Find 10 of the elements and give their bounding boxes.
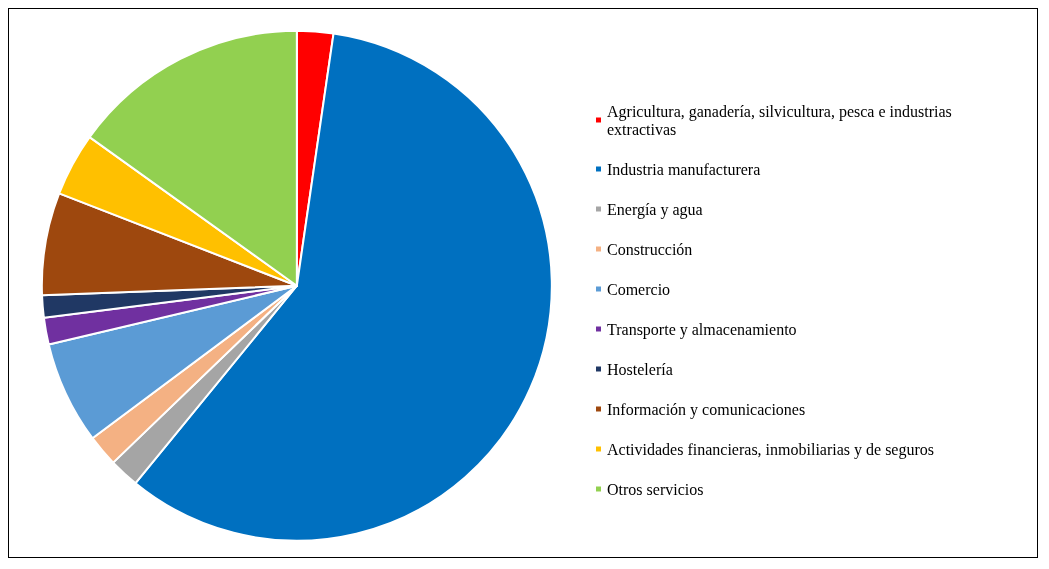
- legend-label: Actividades financieras, inmobiliarias y de seguros: [607, 440, 935, 459]
- legend-label: Construcción: [607, 240, 693, 258]
- legend-label: Comercio: [607, 280, 671, 298]
- legend-label: Hostelería: [607, 360, 673, 378]
- legend-label: Industria manufacturera: [607, 160, 761, 178]
- legend-label: Transporte y almacenamiento: [607, 320, 797, 339]
- legend-label: Energía y agua: [607, 200, 703, 219]
- legend-label: Agricultura, ganadería, silvicultura, pesca e industrias extractivas: [607, 102, 956, 138]
- legend-label: Información y comunicaciones: [607, 400, 806, 419]
- legend-label: Otros servicios: [607, 480, 704, 498]
